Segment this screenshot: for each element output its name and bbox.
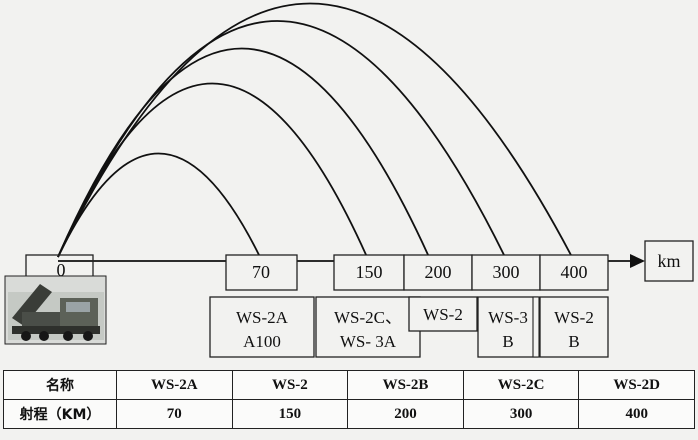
range-cell: 400 <box>578 399 695 429</box>
unit-box <box>644 240 694 282</box>
system-box-ws2a <box>209 296 315 358</box>
specification-table: 名称 WS-2A WS-2 WS-2B WS-2C WS-2D 射程（KM） 7… <box>3 370 695 429</box>
system-box-ws2b <box>539 296 609 358</box>
name-cell: WS-2A <box>116 370 233 400</box>
range-cell: 70 <box>116 399 233 429</box>
name-cell: WS-2C <box>462 370 580 400</box>
unit-label: km <box>657 251 680 271</box>
system-label-ws2c: WS-2C、 <box>334 308 402 327</box>
name-header: 名称 <box>3 370 117 400</box>
system-label-ws2a: WS-2A <box>236 308 289 327</box>
range-box-70 <box>225 254 298 291</box>
rocket-launcher-truck-icon <box>4 275 107 345</box>
range-box-300 <box>471 254 541 291</box>
range-markers: 70 150 200 300 400 <box>225 254 609 291</box>
trajectory-300 <box>57 20 506 258</box>
range-label-70: 70 <box>252 262 270 282</box>
origin-label: 0 <box>57 260 66 280</box>
trajectory-200 <box>57 47 430 258</box>
range-header: 射程（KM） <box>3 399 117 429</box>
system-sublabel-b: B <box>502 332 513 351</box>
system-label-ws3: WS-3 <box>488 308 528 327</box>
name-cell: WS-2 <box>231 370 349 400</box>
range-box-400 <box>539 254 609 291</box>
trajectory-70 <box>57 152 261 258</box>
range-cell: 300 <box>462 399 580 429</box>
range-cell: 150 <box>231 399 349 429</box>
system-sublabel-a100: A100 <box>243 332 281 351</box>
table-row-ranges: 射程（KM） 70 150 200 300 400 <box>3 399 695 429</box>
system-box-ws2 <box>408 296 478 332</box>
range-label-150: 150 <box>356 262 383 282</box>
range-cell: 200 <box>347 399 464 429</box>
system-sublabel-ws3a: WS- 3A <box>340 332 397 351</box>
system-label-ws2-b: WS-2 <box>554 308 594 327</box>
name-cell: WS-2D <box>578 370 695 400</box>
system-box-divider <box>532 296 540 358</box>
range-label-200: 200 <box>425 262 452 282</box>
range-box-150 <box>333 254 405 291</box>
system-boxes: WS-2A A100 WS-2C、 WS- 3A WS-2 WS-3 B WS-… <box>209 296 609 358</box>
name-cell: WS-2B <box>347 370 464 400</box>
range-label-400: 400 <box>561 262 588 282</box>
system-box-ws2c <box>315 296 421 358</box>
trajectory-400 <box>57 2 573 258</box>
system-label-ws2: WS-2 <box>423 305 463 324</box>
system-sublabel-b-2: B <box>568 332 579 351</box>
range-label-300: 300 <box>493 262 520 282</box>
table-row-names: 名称 WS-2A WS-2 WS-2B WS-2C WS-2D <box>3 370 695 400</box>
system-box-ws3b <box>477 296 539 358</box>
